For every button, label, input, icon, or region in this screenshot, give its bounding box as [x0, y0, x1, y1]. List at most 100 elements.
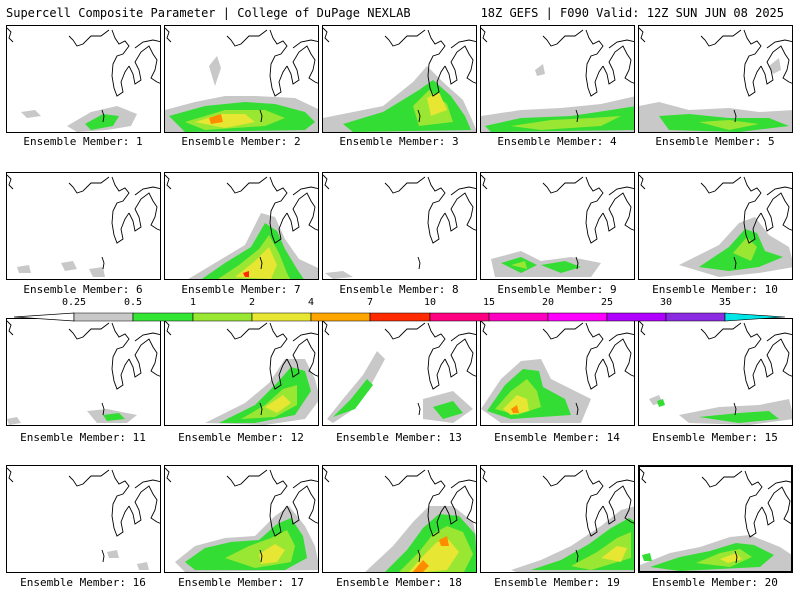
coastline-5-2 — [700, 29, 742, 47]
coastline-13-4 — [323, 320, 330, 336]
river-mark-18 — [417, 549, 421, 563]
coastline-12-4 — [165, 320, 172, 336]
chart-title: Supercell Composite Parameter | College … — [6, 6, 411, 20]
coastline-15-2 — [700, 322, 742, 340]
scp-map-9 — [481, 174, 634, 277]
scp-contour-12-3 — [265, 395, 291, 413]
coastline-11-1 — [128, 338, 160, 378]
coastline-19-2 — [542, 469, 584, 487]
coastline-11-3 — [134, 332, 160, 342]
colorbar-tick-label: 20 — [541, 297, 555, 308]
scp-contour-16-1 — [137, 562, 149, 570]
coastline-7-1 — [286, 192, 318, 232]
ensemble-panel-18 — [322, 465, 477, 573]
scp-map-15 — [639, 320, 792, 425]
ensemble-panel-7 — [164, 172, 319, 280]
river-mark-6 — [101, 256, 105, 270]
ensemble-member-label: Ensemble Member: 9 — [497, 283, 617, 296]
scp-contour-9-3 — [511, 261, 527, 269]
coastline-4-0 — [585, 29, 604, 97]
coastline-13-1 — [444, 338, 476, 378]
ensemble-panel-1 — [6, 25, 161, 133]
coastline-19-1 — [602, 485, 634, 525]
ensemble-member-label: Ensemble Member: 11 — [20, 431, 146, 444]
river-mark-15 — [733, 402, 737, 416]
coastline-3-1 — [444, 45, 476, 85]
coastline-20-0 — [744, 470, 763, 538]
ensemble-member-label: Ensemble Member: 12 — [178, 431, 304, 444]
ensemble-member-label: Ensemble Member: 18 — [336, 576, 462, 589]
coastline-9-4 — [481, 174, 488, 190]
river-mark-3 — [417, 109, 421, 123]
scp-contour-9-2 — [541, 261, 581, 273]
ensemble-member-label: Ensemble Member: 15 — [652, 431, 778, 444]
ensemble-panel-5 — [638, 25, 793, 133]
coastline-3-0 — [427, 29, 446, 97]
coastline-18-4 — [323, 467, 330, 483]
scp-map-10 — [639, 174, 792, 277]
ensemble-panel-8 — [322, 172, 477, 280]
river-mark-5 — [733, 109, 737, 123]
scp-contour-15-3 — [657, 399, 665, 407]
ensemble-panel-13 — [322, 318, 477, 426]
scp-contour-13-3 — [433, 401, 463, 419]
coastline-9-3 — [608, 186, 634, 196]
colorbar-segment-7 — [488, 312, 549, 322]
ensemble-member-label: Ensemble Member: 1 — [23, 135, 143, 148]
coastline-5-4 — [639, 27, 646, 43]
river-mark-17 — [259, 549, 263, 563]
coastline-20-2 — [701, 470, 743, 488]
ensemble-member-label: Ensemble Member: 2 — [181, 135, 301, 148]
scp-map-1 — [7, 27, 160, 132]
coastline-17-4 — [165, 467, 172, 483]
scp-contour-20-4 — [642, 553, 652, 561]
colorbar-tick-label: 7 — [366, 297, 374, 308]
ensemble-panel-12 — [164, 318, 319, 426]
coastline-16-3 — [134, 479, 160, 489]
scp-map-17 — [165, 467, 318, 572]
coastline-17-3 — [292, 479, 318, 489]
coastline-8-3 — [450, 186, 476, 196]
run-valid-time: 18Z GEFS | F090 Valid: 12Z SUN JUN 08 20… — [480, 6, 784, 20]
scp-map-20 — [640, 468, 791, 571]
coastline-6-3 — [134, 186, 160, 196]
river-mark-4 — [575, 109, 579, 123]
coastline-4-1 — [602, 45, 634, 85]
colorbar-tick-label: 30 — [659, 297, 673, 308]
coastline-4-3 — [608, 39, 634, 49]
ensemble-panel-2 — [164, 25, 319, 133]
ensemble-panel-17 — [164, 465, 319, 573]
river-mark-19 — [575, 549, 579, 563]
coastline-6-1 — [128, 192, 160, 232]
coastline-10-4 — [639, 174, 646, 190]
coastline-16-4 — [7, 467, 14, 483]
coastline-14-0 — [585, 322, 604, 390]
scp-contour-5-3 — [769, 58, 781, 74]
scp-map-4 — [481, 27, 634, 132]
colorbar-segment-1 — [132, 312, 194, 322]
coastline-9-1 — [602, 192, 634, 232]
coastline-18-2 — [384, 469, 426, 487]
coastline-13-3 — [450, 332, 476, 342]
coastline-3-2 — [384, 29, 426, 47]
scp-map-13 — [323, 320, 476, 423]
coastline-20-4 — [640, 468, 647, 484]
river-mark-10 — [733, 256, 737, 270]
coastline-5-0 — [743, 29, 762, 97]
ensemble-member-label: Ensemble Member: 6 — [23, 283, 143, 296]
river-mark-1 — [101, 109, 105, 123]
coastline-15-4 — [639, 320, 646, 336]
scp-map-8 — [323, 174, 476, 279]
river-mark-2 — [259, 109, 263, 123]
scp-contour-6-0 — [61, 261, 77, 271]
colorbar-tick-label: 0.25 — [61, 297, 87, 308]
coastline-11-0 — [111, 322, 130, 390]
scp-contour-4-3 — [535, 64, 545, 76]
river-mark-16 — [101, 549, 105, 563]
scp-contour-2-4 — [209, 114, 223, 124]
ensemble-panel-11 — [6, 318, 161, 426]
coastline-1-2 — [68, 29, 110, 47]
scp-contour-11-0 — [7, 417, 21, 425]
scp-map-12 — [165, 320, 318, 425]
scp-map-19 — [481, 467, 634, 572]
